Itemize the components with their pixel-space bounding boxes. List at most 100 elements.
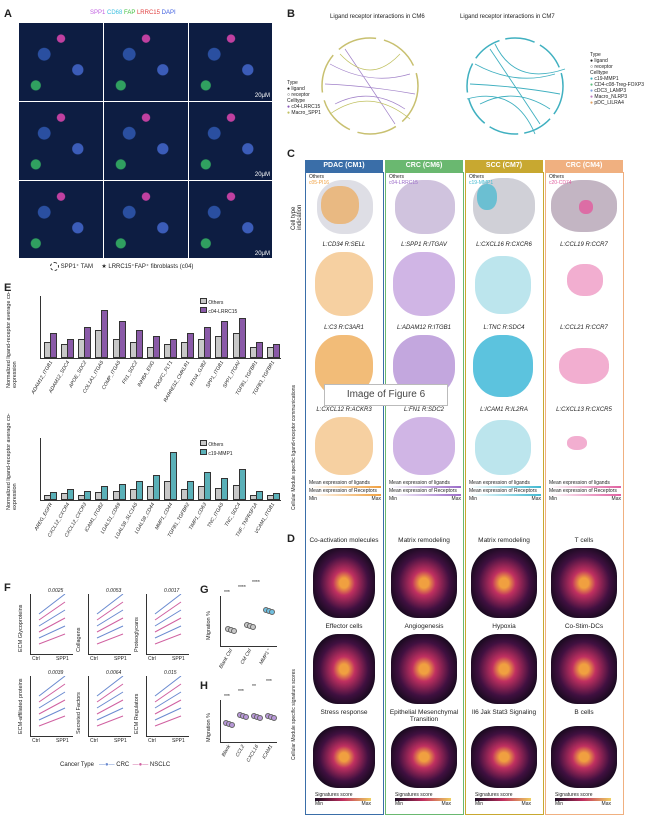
panel-a-label: A <box>4 8 12 20</box>
p-value: 0.0017 <box>164 588 180 594</box>
fluo-tile: 20μM <box>188 101 272 181</box>
panel-b-legend-cm7: Type ● ligand ○ receptor Celltype ● c19-… <box>590 52 644 106</box>
signature-title: Il6 Jak Stat3 Signaling <box>471 709 537 716</box>
x-tick-label: ADAM12_ITGB1 <box>29 360 54 396</box>
signature-legend: Signatures score Min Max <box>315 792 371 807</box>
panel-e-top-chart <box>40 296 281 359</box>
paired-line <box>96 683 124 703</box>
paired-line <box>96 633 124 645</box>
bar-target <box>221 321 229 358</box>
column-header-crc-cm4: CRC (CM4) <box>545 160 623 172</box>
marker-fap: FAP <box>124 10 136 16</box>
legend-cell: ● pDC_LILRA4 <box>590 100 624 106</box>
signature-title: Matrix remodeling <box>478 537 530 544</box>
legend-min: Min <box>389 496 398 502</box>
legend-receptors: Mean expression of Receptors <box>469 488 537 494</box>
legend-cell: ● c04-LRRC15 <box>287 104 321 110</box>
lr-pair-title: L:ICAM1 R:IL2RA <box>480 407 528 413</box>
column-frame <box>545 172 624 815</box>
data-point <box>229 722 235 729</box>
bar-target <box>50 492 57 500</box>
signature-title: B cells <box>574 709 594 716</box>
cell-type-tile: Others c05-PI16 <box>309 174 379 236</box>
paired-line <box>154 691 182 709</box>
paired-line <box>38 683 66 703</box>
legend-lrrc15-fibroblasts: LRRC15⁺FAP⁺ fibroblasts (c04) <box>108 264 194 271</box>
paired-line <box>96 593 124 615</box>
lr-row-side-label: Cellular Module specific ligand-receptor… <box>291 384 297 510</box>
bar-target <box>221 477 229 500</box>
fluo-tile <box>18 101 104 181</box>
data-point <box>268 609 275 616</box>
paired-line <box>154 683 182 703</box>
legend-ligand: ● ligand <box>590 58 608 64</box>
f-lines <box>154 593 182 645</box>
x-tick-spp1: SPP1 <box>56 738 69 744</box>
bar-target <box>67 338 75 358</box>
scalebar-label: 20μM <box>254 251 270 257</box>
lr-spatial-map <box>567 436 587 450</box>
panel-h-ylabel: Migration % <box>206 712 212 742</box>
legend-min: Min <box>309 496 318 502</box>
paired-line <box>154 601 182 621</box>
paired-line <box>38 609 66 627</box>
marker-dapi: DAPI <box>161 10 176 16</box>
bar-target <box>272 344 280 358</box>
x-tick-ctrl: Ctrl <box>90 738 98 744</box>
legend-max: Max <box>531 496 541 502</box>
legend-cell: c04-LRRC15 <box>389 180 418 186</box>
signature-title: Effector cells <box>325 623 363 630</box>
panel-d-label: D <box>287 533 295 545</box>
panel-b-label: B <box>287 8 295 20</box>
bar-target <box>135 329 143 358</box>
panel-e-label: E <box>4 282 12 294</box>
panel-e-top-legend: Others c04-LRRC15 <box>200 298 237 316</box>
bar-target <box>152 474 160 500</box>
paired-line <box>154 633 182 645</box>
legend-cell: c05-PI16 <box>309 180 330 186</box>
panel-g-label: G <box>200 584 209 596</box>
signature-heatmap <box>551 726 617 788</box>
paired-line <box>96 617 124 633</box>
legend-receptor: ○ receptor <box>287 92 310 98</box>
bar-target <box>255 491 263 500</box>
marker-spp1: SPP1 <box>90 10 106 16</box>
panel-b-title-cm7: Ligand receptor interactions in CM7 <box>460 14 555 20</box>
paired-line <box>38 593 66 615</box>
bar-target <box>170 451 177 500</box>
data-point <box>271 714 277 721</box>
legend-cell: ● Macro_NLRP3 <box>590 94 628 100</box>
legend-crc: CRC <box>116 762 130 768</box>
significance-stars: *** <box>224 694 230 700</box>
legend-others: Others <box>309 174 325 180</box>
panel-c-d-grid: PDAC (CM1) CRC (CM6) SCC (CM7) CRC (CM4)… <box>305 160 625 815</box>
legend-cell: ● cDC3_LAMP3 <box>590 88 627 94</box>
panel-e-bottom-legend: Others c19-MMP1 <box>200 440 233 458</box>
lr-pair-title: L:CXCL16 R:CXCR6 <box>476 242 532 248</box>
legend-cell: ● CD4-c08-Treg-FOXP3 <box>590 82 644 88</box>
circos-plot-cm6 <box>321 37 419 135</box>
bar-target <box>204 327 212 358</box>
f-ylabel: Proteoglycans <box>134 617 140 652</box>
bar-target <box>170 338 177 358</box>
x-tick-spp1: SPP1 <box>114 656 127 662</box>
x-tick-label: PDGFC_FLT1 <box>152 360 174 391</box>
x-tick-ctrl: Ctrl <box>148 738 156 744</box>
scalebar-label: 20μM <box>254 93 270 99</box>
fluo-tile: 20μM <box>188 180 272 258</box>
legend-cell: c19-MMP1 <box>469 180 494 186</box>
x-tick-label: MMP1_CD44 <box>153 502 174 531</box>
legend-target: c04-LRRC15 <box>200 307 237 316</box>
paired-line <box>38 617 66 633</box>
legend-min: Min <box>549 496 558 502</box>
cell-type-tile: Others c04-LRRC15 <box>389 174 459 236</box>
legend-others: Others <box>389 174 405 180</box>
signature-title: Co-Stim-DCs <box>564 623 604 630</box>
legend-cell: c20-CD74 <box>549 180 572 186</box>
star-icon: ★ <box>101 264 107 271</box>
fluo-tile <box>103 180 189 258</box>
x-tick-label: TGFB3_TGFBR1 <box>252 360 277 397</box>
lr-legend: Mean expression of ligands Mean expressi… <box>469 480 541 502</box>
paired-line <box>154 617 182 633</box>
x-tick-label: LGALS9_CD44 <box>134 502 157 535</box>
